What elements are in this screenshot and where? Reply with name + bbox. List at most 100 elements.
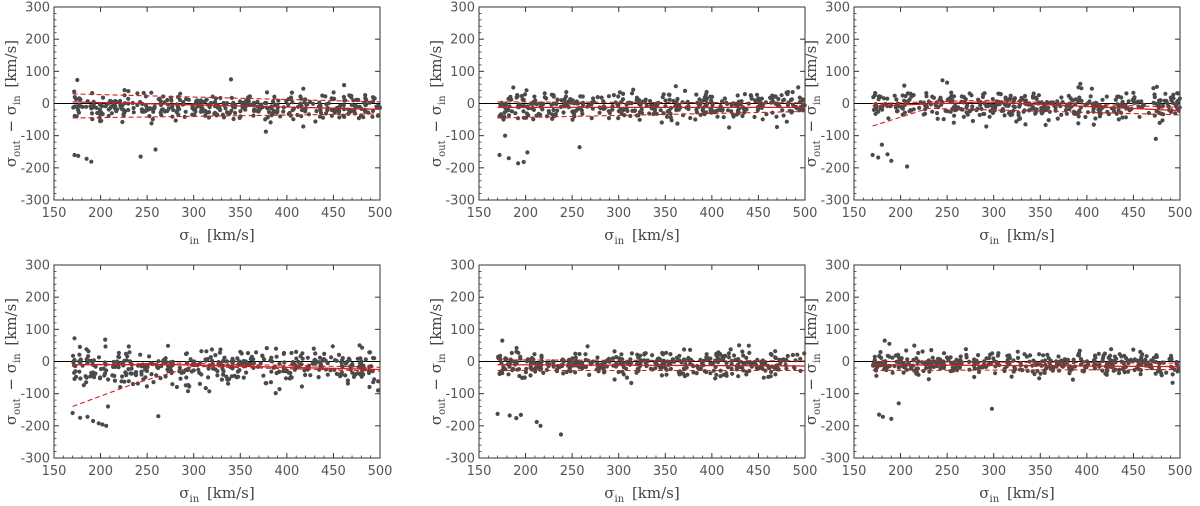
data-point: [122, 379, 127, 384]
data-point: [996, 351, 1001, 356]
data-point: [896, 401, 901, 406]
data-point: [1059, 95, 1064, 100]
x-tick-label: 350: [228, 464, 253, 479]
y-tick-label: 0: [42, 97, 50, 112]
data-point: [908, 366, 914, 371]
data-point: [1036, 93, 1041, 98]
x-tick-label: 450: [321, 206, 346, 221]
y-tick-label: -300: [20, 452, 50, 467]
data-point: [158, 110, 163, 115]
data-point: [368, 350, 373, 355]
data-point: [1164, 370, 1169, 375]
data-point: [332, 96, 337, 101]
data-point: [943, 108, 948, 113]
data-point: [890, 355, 895, 360]
data-point: [1060, 100, 1065, 105]
data-point: [241, 375, 246, 380]
data-point: [1170, 100, 1175, 105]
data-point: [1027, 359, 1032, 364]
data-point: [286, 97, 291, 102]
data-point: [532, 94, 537, 99]
data-point: [782, 97, 787, 102]
data-point: [1140, 104, 1145, 109]
data-point: [298, 101, 303, 106]
data-point: [737, 343, 742, 348]
data-point: [70, 353, 76, 358]
y-axis-label: σout − σin [km/s]: [427, 40, 448, 167]
data-point: [186, 97, 191, 102]
data-point: [606, 116, 612, 121]
data-point: [894, 97, 899, 102]
data-point: [946, 357, 951, 362]
data-point: [969, 93, 974, 98]
data-point: [1161, 112, 1166, 117]
data-point: [342, 98, 347, 103]
data-point: [260, 105, 265, 110]
data-point: [621, 372, 626, 377]
data-point: [933, 359, 938, 364]
data-point: [624, 102, 629, 107]
data-point: [144, 368, 150, 374]
data-point: [802, 351, 807, 356]
data-point: [568, 369, 573, 374]
data-point: [1059, 112, 1064, 117]
data-point: [894, 109, 900, 114]
data-point: [982, 91, 987, 96]
data-point: [370, 114, 375, 119]
data-point: [524, 88, 529, 93]
data-point: [76, 153, 81, 158]
data-point: [783, 358, 788, 363]
data-point: [686, 355, 691, 361]
x-tick-label: 300: [181, 464, 206, 479]
data-point: [509, 97, 514, 102]
data-point: [976, 353, 981, 358]
data-point: [718, 368, 723, 373]
data-point: [879, 142, 885, 147]
data-point: [881, 96, 887, 101]
data-point: [876, 97, 881, 102]
data-point: [951, 120, 956, 125]
data-point: [740, 349, 745, 354]
data-point: [879, 355, 884, 360]
data-point: [989, 361, 994, 366]
data-point: [876, 155, 881, 160]
fit-line-central: [72, 101, 381, 110]
data-point: [1124, 91, 1129, 96]
data-point: [522, 92, 528, 97]
data-point: [990, 110, 996, 116]
data-point: [877, 412, 882, 417]
data-point: [187, 384, 192, 389]
data-point: [726, 355, 732, 360]
data-point: [128, 371, 133, 376]
data-point: [1059, 358, 1064, 363]
data-point: [754, 92, 760, 97]
data-point: [573, 351, 578, 356]
data-point: [376, 379, 381, 384]
data-point: [329, 107, 334, 113]
y-tick-label: -300: [20, 194, 50, 209]
data-point: [579, 365, 584, 370]
data-point: [221, 359, 226, 364]
data-point: [798, 356, 803, 361]
data-point: [221, 372, 226, 377]
data-point: [143, 109, 148, 114]
data-point: [797, 100, 803, 105]
data-point: [515, 367, 520, 372]
data-point: [294, 356, 299, 361]
data-point: [1137, 114, 1142, 119]
data-point: [1135, 365, 1140, 370]
data-point: [668, 361, 673, 366]
data-point: [336, 352, 342, 357]
data-point: [704, 96, 710, 101]
data-point: [1038, 371, 1043, 376]
data-point: [1009, 374, 1014, 379]
data-point: [1170, 380, 1175, 385]
data-point: [237, 359, 242, 364]
data-point: [502, 114, 507, 120]
data-point: [1117, 367, 1122, 372]
data-point: [206, 366, 211, 371]
x-tick-label: 500: [793, 206, 818, 221]
x-tick-label: 350: [653, 464, 678, 479]
data-point: [1153, 101, 1158, 106]
data-point: [275, 102, 280, 108]
